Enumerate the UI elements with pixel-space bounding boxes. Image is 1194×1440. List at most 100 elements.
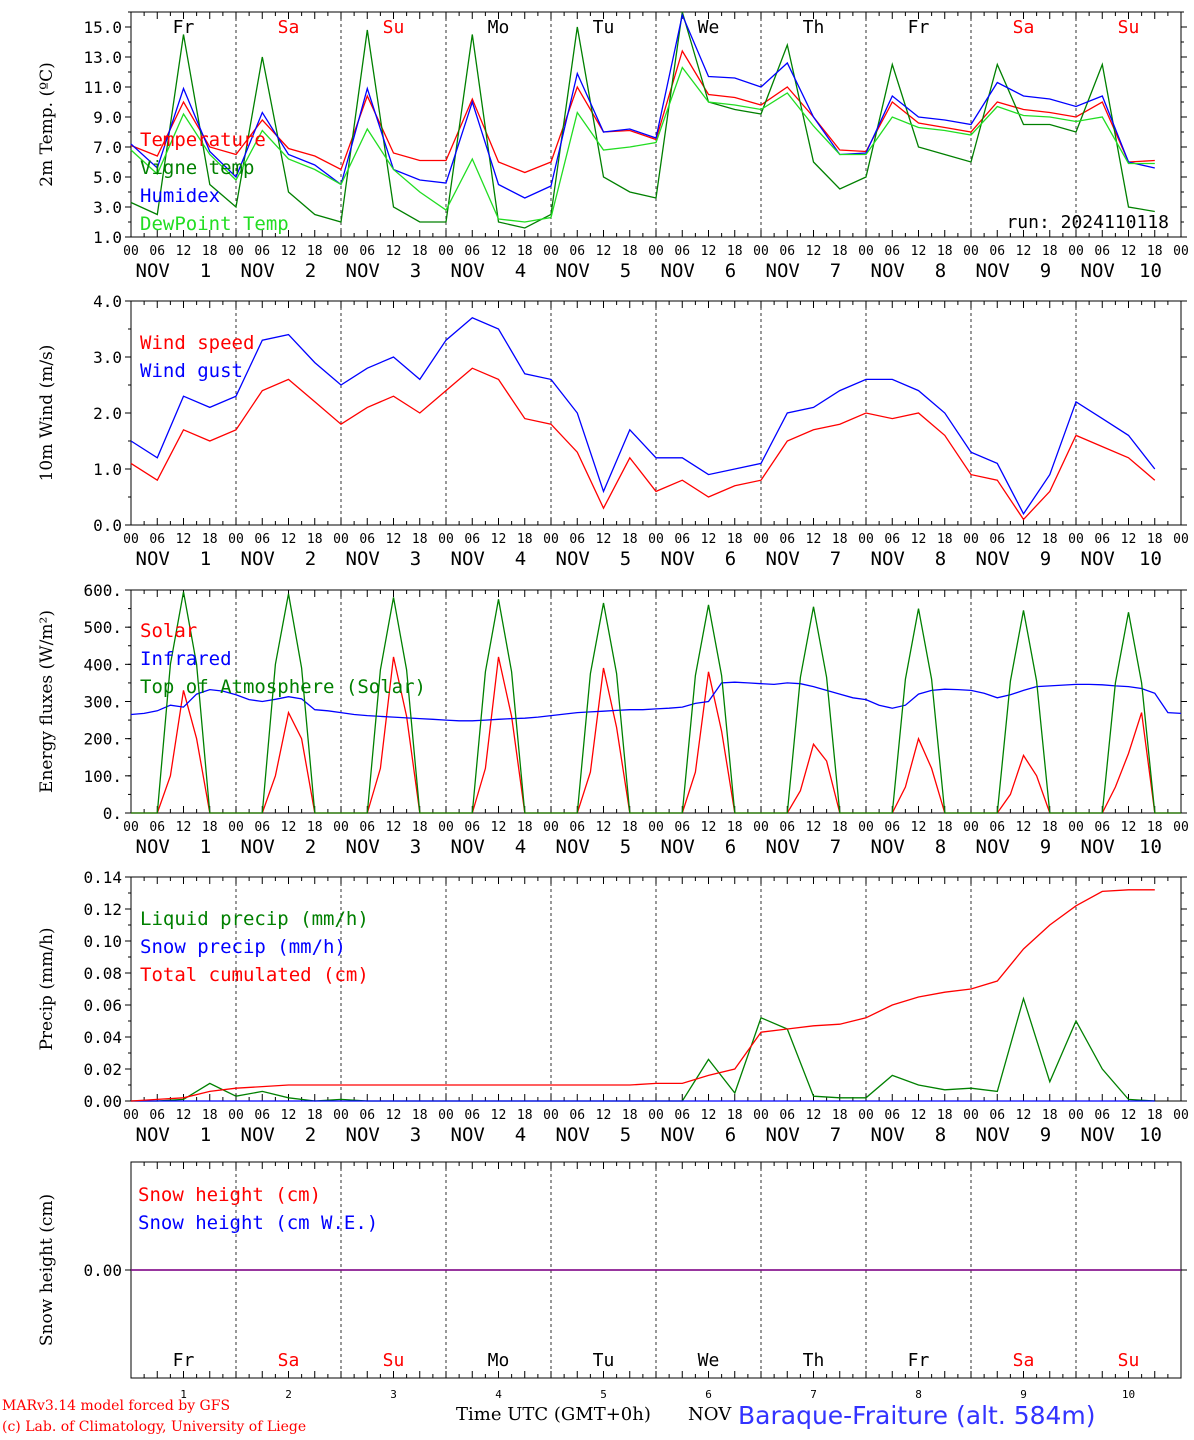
hour-tick-label: 00 xyxy=(753,820,769,835)
day-number-label: 3 xyxy=(410,836,421,858)
hour-tick-label: 18 xyxy=(937,820,953,835)
hour-tick-label: 12 xyxy=(701,244,717,259)
hour-tick-label: 18 xyxy=(517,532,533,547)
hour-tick-label: 18 xyxy=(202,532,218,547)
month-label: NOV xyxy=(451,836,485,858)
hour-tick-label: 00 xyxy=(438,1108,454,1123)
month-label: NOV xyxy=(241,836,275,858)
hour-tick-label: 18 xyxy=(727,244,743,259)
hour-tick-label: 00 xyxy=(858,1108,874,1123)
series-wind-gust xyxy=(130,317,1156,516)
day-name-bottom: Tu xyxy=(593,1350,615,1371)
hour-tick-label: 00 xyxy=(228,820,244,835)
hour-tick-label: 12 xyxy=(806,244,822,259)
day-number-label: 2 xyxy=(305,548,316,570)
hour-tick-label: 18 xyxy=(202,820,218,835)
lab-credit: (c) Lab. of Climatology, University of L… xyxy=(2,1419,307,1435)
day-number-label: 7 xyxy=(830,260,841,282)
hour-tick-label: 00 xyxy=(333,1108,349,1123)
day-name-top: Tu xyxy=(593,17,615,38)
hour-tick-label: 12 xyxy=(1121,244,1137,259)
y-axis-label: Precip (mm/h) xyxy=(37,927,57,1050)
hour-tick-label: 00 xyxy=(543,532,559,547)
legend-entry: Infrared xyxy=(140,648,232,670)
panel-1: 1.0 3.0 5.0 7.0 9.0 11.0 13.0 15.0 2m Temp. (ºC)… xyxy=(37,11,1189,282)
hour-tick-label: 12 xyxy=(491,244,507,259)
hour-tick-label: 12 xyxy=(806,820,822,835)
day-number-label: 2 xyxy=(305,260,316,282)
month-label: NOV xyxy=(661,260,695,282)
hour-tick-label: 00 xyxy=(963,244,979,259)
month-label: NOV xyxy=(871,260,905,282)
day-number-bottom: 10 xyxy=(1122,1388,1135,1401)
month-label: NOV xyxy=(241,260,275,282)
y-axis-label: 2m Temp. (ºC) xyxy=(37,62,57,187)
day-name-bottom: Su xyxy=(1118,1350,1140,1371)
series-vigne-temp xyxy=(130,11,1155,229)
hour-tick-label: 00 xyxy=(1173,820,1189,835)
hour-tick-label: 18 xyxy=(622,820,638,835)
hour-tick-label: 06 xyxy=(989,244,1005,259)
hour-tick-label: 12 xyxy=(1121,820,1137,835)
hour-tick-label: 18 xyxy=(832,1108,848,1123)
hour-tick-label: 12 xyxy=(1016,1108,1032,1123)
legend-entry: Solar xyxy=(140,620,197,642)
hour-tick-label: 12 xyxy=(911,1108,927,1123)
hour-tick-label: 18 xyxy=(202,244,218,259)
hour-tick-label: 06 xyxy=(989,1108,1005,1123)
y-tick-label: 7.0 xyxy=(93,138,122,157)
hour-tick-label: 06 xyxy=(779,1108,795,1123)
plot-frame xyxy=(130,589,1182,814)
hour-tick-label: 00 xyxy=(123,532,139,547)
month-label: NOV xyxy=(871,1124,905,1146)
hour-tick-label: 12 xyxy=(1121,532,1137,547)
hour-tick-label: 06 xyxy=(1094,244,1110,259)
hour-tick-label: 00 xyxy=(438,820,454,835)
run-label: run: 2024110118 xyxy=(1006,212,1169,233)
day-name-top: Su xyxy=(1118,17,1140,38)
day-number-label: 1 xyxy=(200,836,211,858)
month-label: NOV xyxy=(241,1124,275,1146)
hour-tick-label: 12 xyxy=(701,532,717,547)
hour-tick-label: 12 xyxy=(281,532,297,547)
day-number-label: 4 xyxy=(515,260,526,282)
hour-tick-label: 06 xyxy=(359,1108,375,1123)
day-name-bottom: Sa xyxy=(1013,1350,1035,1371)
hour-tick-label: 06 xyxy=(359,532,375,547)
series-top-of-atmosphere-solar- xyxy=(131,591,1181,814)
hour-tick-label: 00 xyxy=(1173,244,1189,259)
hour-tick-label: 00 xyxy=(333,532,349,547)
hour-tick-label: 06 xyxy=(569,532,585,547)
month-label: NOV xyxy=(976,836,1010,858)
y-tick-label: 0.10 xyxy=(83,932,122,951)
hour-tick-label: 18 xyxy=(832,244,848,259)
hour-tick-label: 18 xyxy=(517,820,533,835)
y-tick-label: 4.0 xyxy=(93,292,122,311)
hour-tick-label: 06 xyxy=(254,532,270,547)
hour-tick-label: 12 xyxy=(386,820,402,835)
hour-tick-label: 06 xyxy=(884,820,900,835)
hour-tick-label: 06 xyxy=(149,820,165,835)
hour-tick-label: 18 xyxy=(517,1108,533,1123)
hour-tick-label: 00 xyxy=(858,532,874,547)
series-wind-speed xyxy=(130,367,1156,521)
hour-tick-label: 00 xyxy=(1068,820,1084,835)
legend-entry: Temperature xyxy=(140,129,266,151)
hour-tick-label: 06 xyxy=(149,244,165,259)
month-label: NOV xyxy=(1081,836,1115,858)
y-tick-label: 100. xyxy=(83,767,122,786)
day-name-bottom: Fr xyxy=(908,1350,930,1371)
legend-entry: Wind gust xyxy=(140,360,243,382)
hour-tick-label: 06 xyxy=(1094,532,1110,547)
hour-tick-label: 06 xyxy=(254,1108,270,1123)
day-number-label: 8 xyxy=(935,548,946,570)
day-number-bottom: 1 xyxy=(180,1388,187,1401)
y-tick-label: 400. xyxy=(83,655,122,674)
legend-entry: Snow height (cm) xyxy=(138,1184,321,1206)
hour-tick-label: 00 xyxy=(1068,1108,1084,1123)
hour-tick-label: 12 xyxy=(281,244,297,259)
month-label: NOV xyxy=(556,260,590,282)
y-axis-label: Energy fluxes (W/m²) xyxy=(37,610,57,793)
hour-tick-label: 12 xyxy=(491,820,507,835)
